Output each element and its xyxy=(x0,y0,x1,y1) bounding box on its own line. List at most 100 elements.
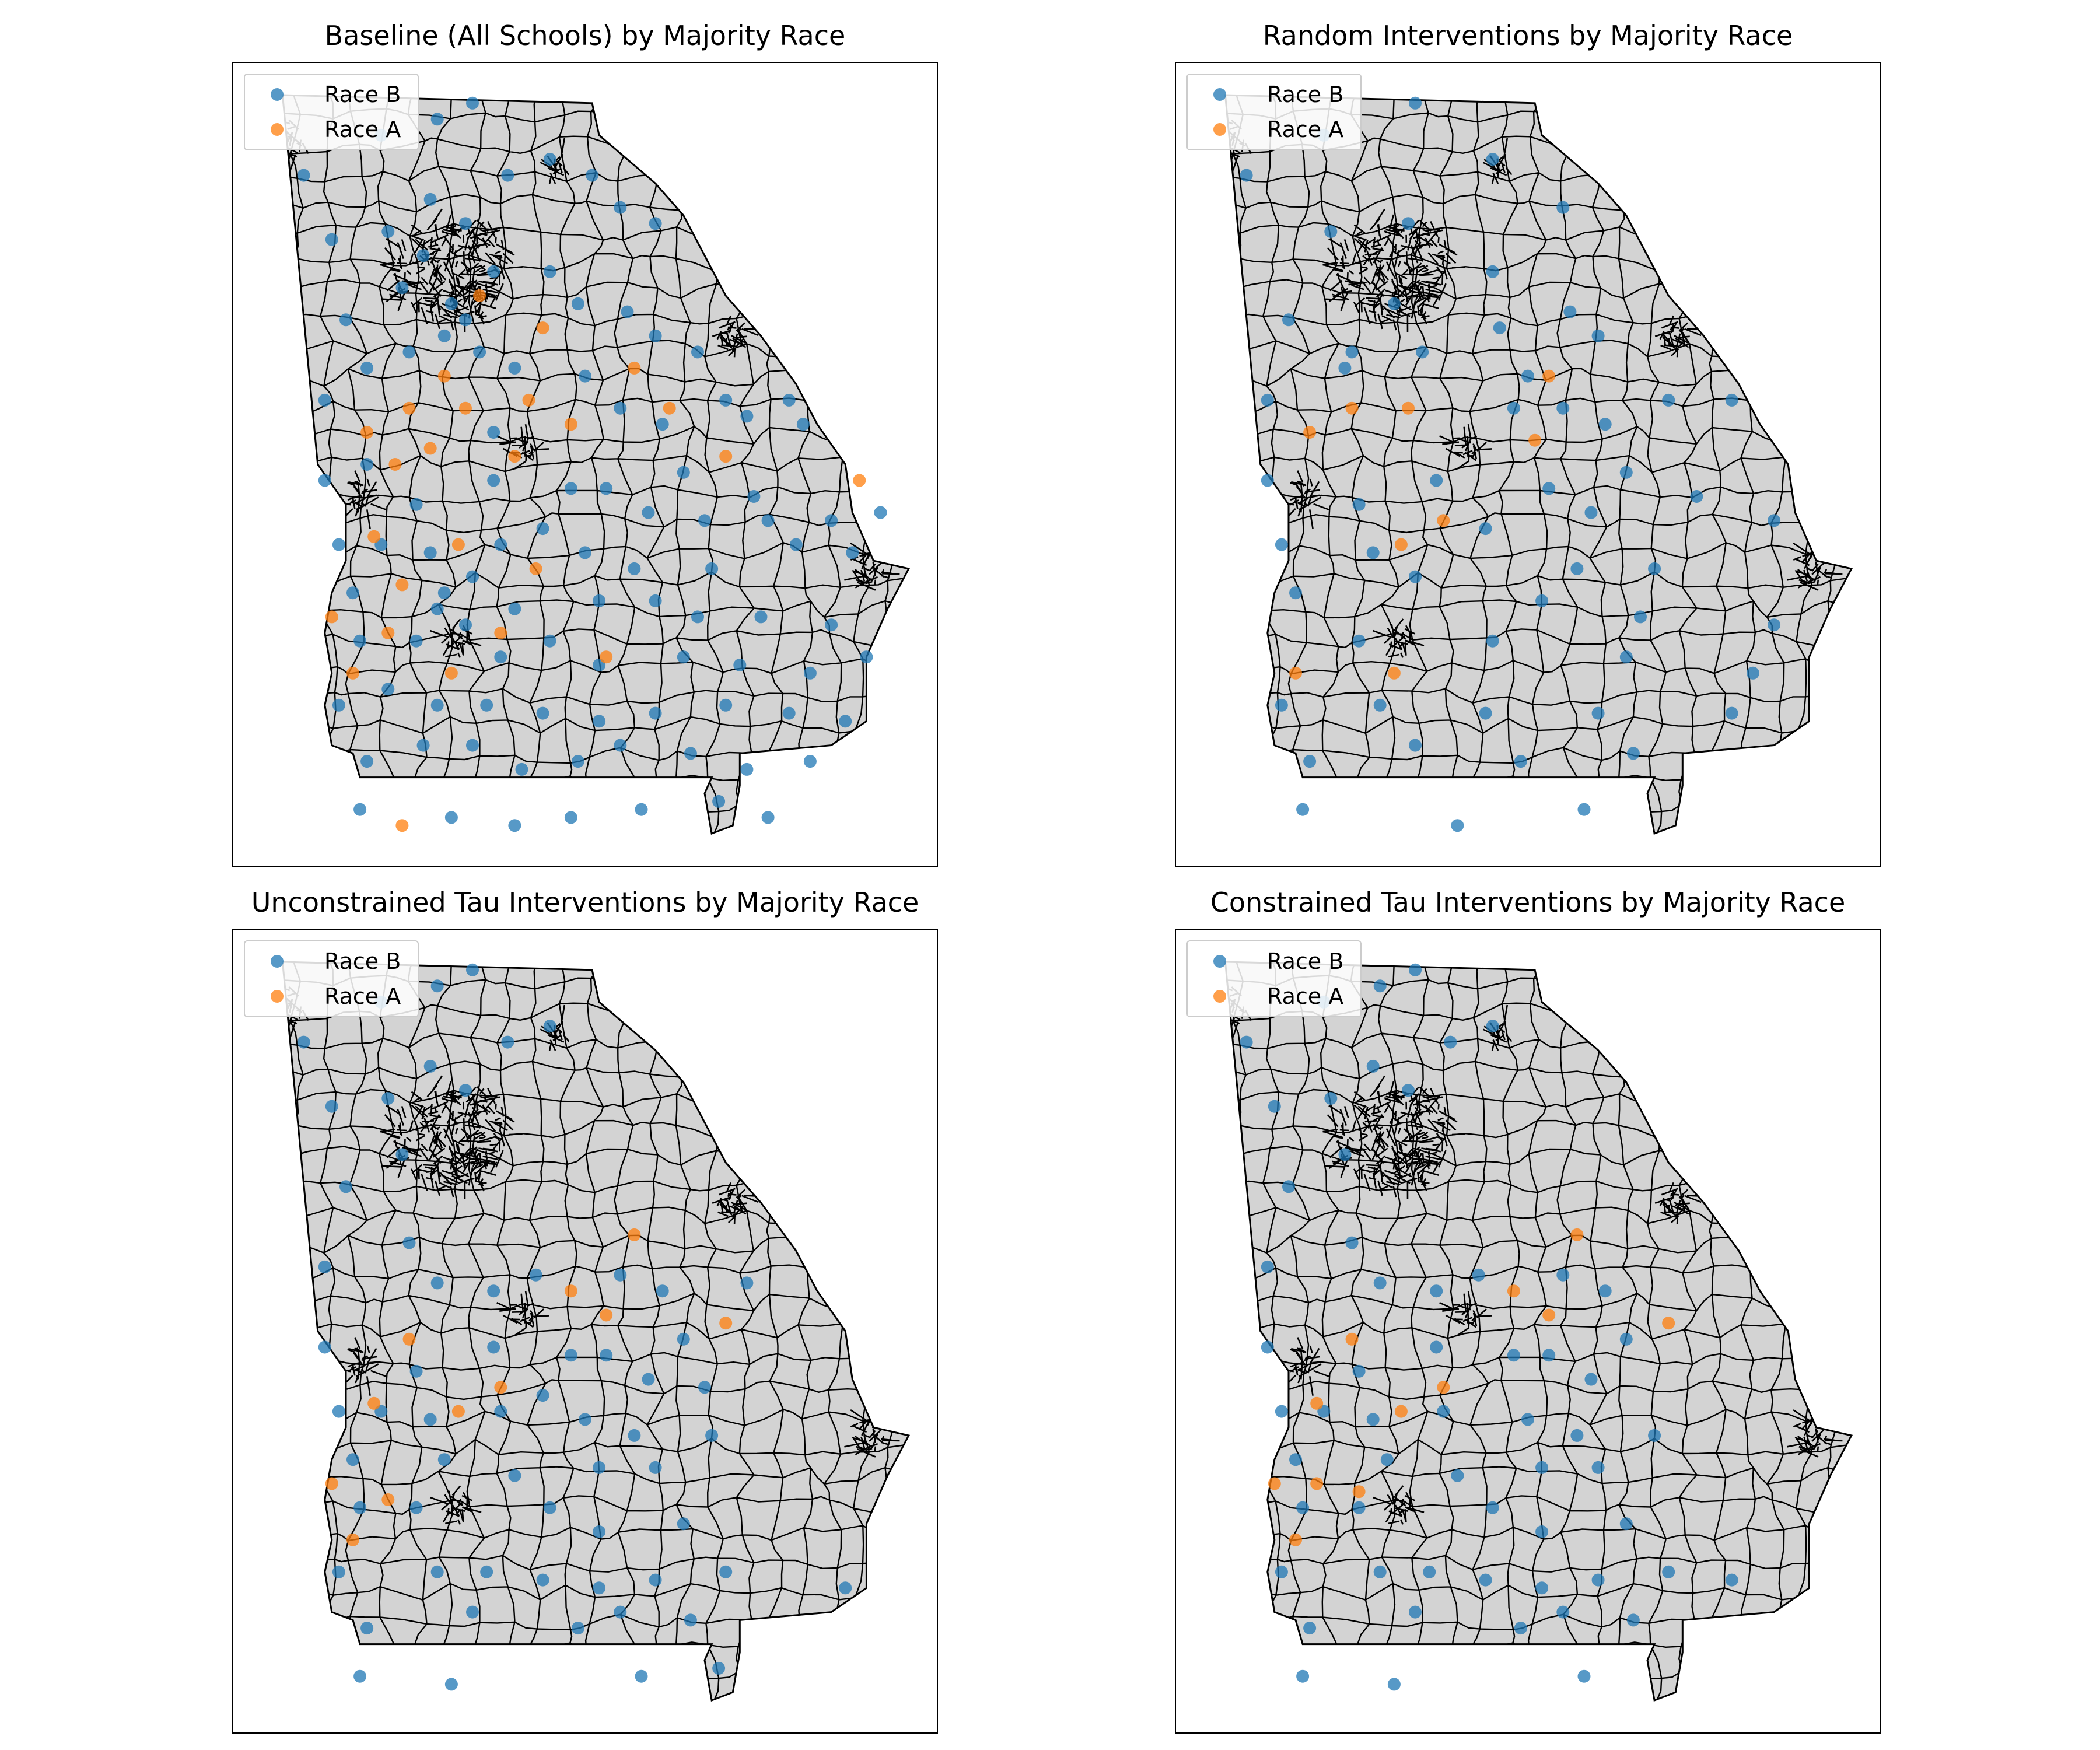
school-point-race-b xyxy=(444,1678,458,1691)
school-point-race-b xyxy=(586,169,599,182)
school-point-race-b xyxy=(543,265,556,278)
school-point-race-b xyxy=(1472,1268,1485,1282)
school-point-race-b xyxy=(1373,1565,1387,1578)
school-point-race-b xyxy=(494,1405,508,1418)
school-point-race-b xyxy=(444,811,458,824)
school-point-race-a xyxy=(1289,1533,1302,1546)
school-point-race-a xyxy=(1542,369,1556,383)
school-point-race-b xyxy=(571,297,584,310)
school-point-race-b xyxy=(1366,1413,1380,1426)
school-point-race-b xyxy=(1352,634,1366,648)
school-points xyxy=(1240,963,1738,1691)
school-point-race-b xyxy=(1556,1268,1570,1282)
school-point-race-b xyxy=(508,819,522,832)
school-point-race-a xyxy=(494,1381,508,1394)
school-point-race-b xyxy=(642,506,655,519)
school-point-race-b xyxy=(796,418,810,431)
school-point-race-b xyxy=(635,803,648,816)
school-point-race-b xyxy=(712,1661,726,1675)
school-point-race-b xyxy=(508,361,522,374)
map-panel: Unconstrained Tau Interventions by Major… xyxy=(232,887,938,1734)
school-point-race-b xyxy=(1352,498,1366,511)
school-point-race-b xyxy=(410,634,423,648)
map-svg xyxy=(1224,961,1853,1702)
school-point-race-b xyxy=(839,715,852,728)
school-point-race-b xyxy=(1507,1349,1520,1362)
school-point-race-a xyxy=(396,819,409,832)
school-point-race-b xyxy=(430,1565,444,1578)
school-point-race-b xyxy=(1690,490,1703,503)
school-point-race-b xyxy=(593,715,606,728)
school-point-race-b xyxy=(1648,1429,1661,1442)
school-point-race-b xyxy=(803,755,817,768)
school-point-race-b xyxy=(1409,570,1422,583)
school-point-race-b xyxy=(466,963,479,977)
school-point-race-b xyxy=(1479,706,1492,720)
school-point-race-b xyxy=(382,225,395,238)
school-point-race-b xyxy=(719,393,733,407)
school-point-race-b xyxy=(1296,1501,1310,1514)
school-point-race-b xyxy=(1591,329,1605,342)
school-point-race-b xyxy=(1303,1622,1317,1635)
school-point-race-b xyxy=(543,634,556,648)
school-point-race-b xyxy=(529,1268,542,1282)
school-point-race-b xyxy=(318,1260,331,1273)
school-point-race-b xyxy=(1261,474,1274,487)
school-point-race-a xyxy=(382,626,395,639)
school-point-race-a xyxy=(564,418,578,431)
school-point-race-a xyxy=(388,458,402,471)
school-point-race-b xyxy=(1240,169,1253,182)
school-point-race-b xyxy=(297,169,310,182)
school-point-race-b xyxy=(719,1565,733,1578)
school-point-race-b xyxy=(1275,1405,1288,1418)
school-point-race-a xyxy=(663,401,676,415)
map-panel: Constrained Tau Interventions by Majorit… xyxy=(1175,887,1881,1734)
school-point-race-b xyxy=(1486,265,1499,278)
school-point-race-a xyxy=(1345,1332,1359,1346)
school-point-race-b xyxy=(1275,1565,1288,1578)
school-point-race-b xyxy=(1479,1573,1492,1587)
school-point-race-b xyxy=(1451,1469,1464,1482)
legend: Race B Race A xyxy=(1186,74,1362,150)
school-point-race-a xyxy=(628,1228,641,1241)
school-point-race-b xyxy=(459,1084,472,1097)
school-point-race-b xyxy=(761,811,775,824)
school-point-race-b xyxy=(340,1180,352,1194)
school-point-race-a xyxy=(529,562,542,575)
school-point-race-b xyxy=(360,755,374,768)
school-point-race-b xyxy=(1535,1581,1549,1595)
school-point-race-b xyxy=(1387,1678,1401,1691)
school-point-race-a xyxy=(600,650,613,664)
map-svg xyxy=(281,94,911,835)
school-point-race-b xyxy=(410,1364,423,1378)
school-point-race-b xyxy=(1556,201,1570,214)
school-point-race-b xyxy=(1324,225,1338,238)
school-point-race-b xyxy=(600,482,613,495)
school-point-race-b xyxy=(614,738,627,752)
school-point-race-a xyxy=(396,578,409,592)
school-point-race-b xyxy=(571,755,584,768)
school-point-race-b xyxy=(1402,217,1415,230)
school-point-race-a xyxy=(444,666,458,680)
school-point-race-b xyxy=(1486,153,1499,166)
school-point-race-b xyxy=(1352,1501,1366,1514)
school-point-race-b xyxy=(346,586,359,600)
school-point-race-b xyxy=(416,249,430,262)
school-point-race-b xyxy=(1577,1670,1591,1683)
school-point-race-a xyxy=(719,1317,733,1330)
school-point-race-b xyxy=(1619,466,1633,479)
school-point-race-b xyxy=(1345,345,1359,359)
legend-label: Race B xyxy=(324,949,401,974)
school-point-race-b xyxy=(1648,562,1661,575)
school-point-race-b xyxy=(740,1276,754,1290)
school-point-race-a xyxy=(1310,1396,1324,1410)
school-point-race-b xyxy=(1282,313,1295,327)
school-point-race-b xyxy=(1366,1059,1380,1073)
school-point-race-b xyxy=(1380,1453,1394,1466)
school-point-race-b xyxy=(536,522,550,536)
school-point-race-b xyxy=(656,1284,669,1298)
school-point-race-a xyxy=(1402,401,1415,415)
school-point-race-b xyxy=(754,610,768,624)
school-point-race-b xyxy=(1373,698,1387,712)
school-point-race-a xyxy=(494,626,508,639)
